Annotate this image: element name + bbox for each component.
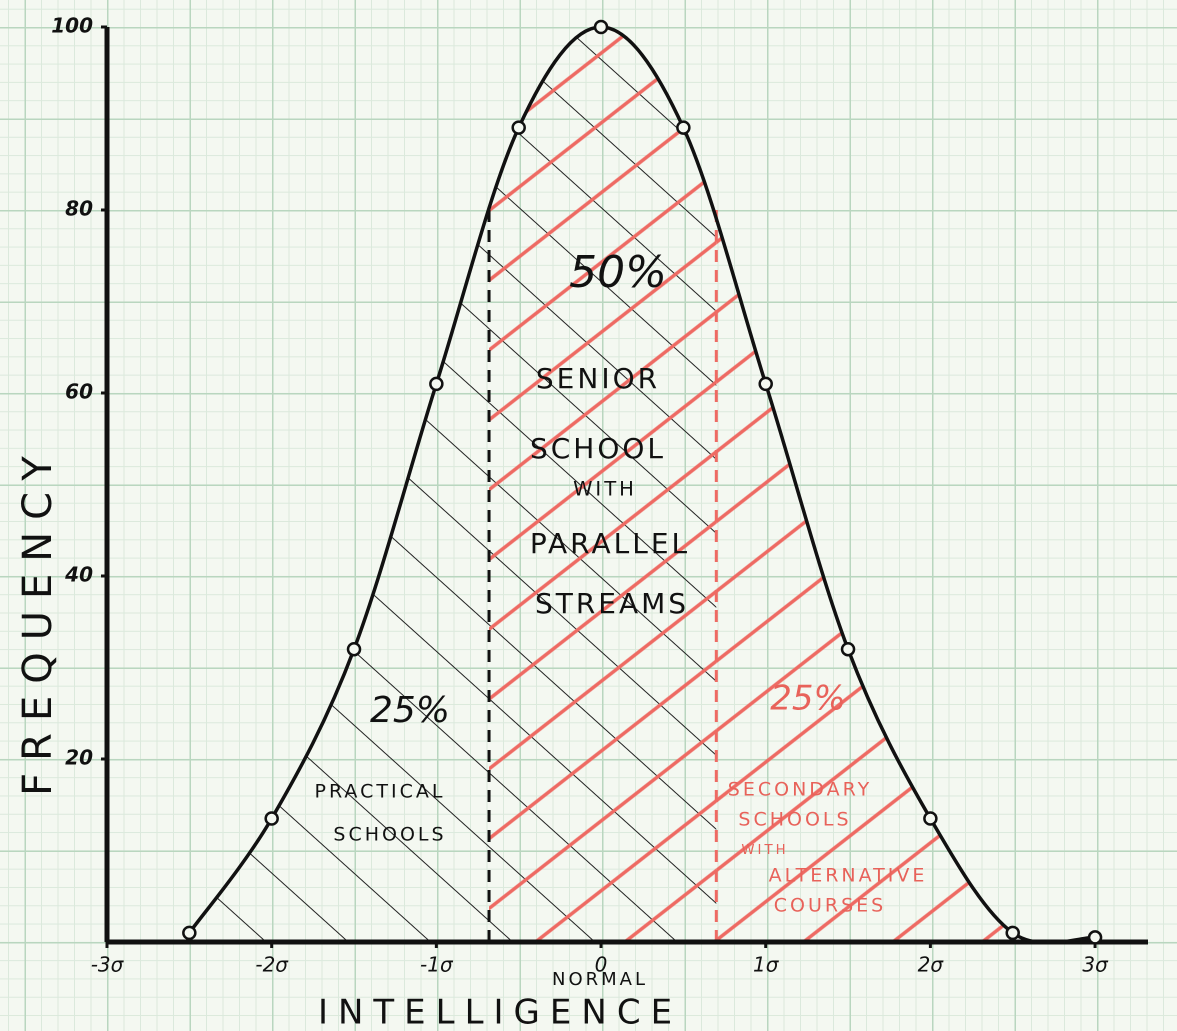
- y-tick-label: 40: [64, 563, 93, 587]
- y-tick-label: 20: [65, 746, 93, 770]
- region-label: SCHOOLS: [738, 809, 851, 831]
- x-tick-label: -1σ: [420, 953, 454, 977]
- region-label: ALTERNATIVE: [769, 865, 928, 887]
- x-tick-label: 0: [595, 953, 608, 977]
- data-point: [346, 641, 362, 657]
- data-point: [593, 19, 609, 35]
- data-point: [182, 925, 197, 941]
- region-label: WITH: [741, 843, 788, 858]
- data-point: [923, 811, 938, 826]
- region-share: 25%: [770, 679, 846, 719]
- x-tick-label: -3σ: [91, 953, 125, 977]
- data-point: [511, 120, 526, 135]
- data-point: [840, 641, 856, 657]
- region: [489, 27, 717, 942]
- region-share: 50%: [569, 247, 667, 298]
- x-tick-label: 3σ: [1082, 953, 1109, 977]
- x-tick-label: -2σ: [255, 953, 289, 977]
- y-tick-label: 100: [51, 14, 93, 38]
- data-point: [676, 120, 691, 135]
- region-label: SENIOR: [536, 362, 660, 395]
- region-label: PARALLEL: [530, 527, 690, 560]
- y-axis-label: FREQUENCY: [15, 444, 61, 796]
- region-label: PRACTICAL: [315, 781, 446, 803]
- data-point: [264, 811, 279, 826]
- data-point: [1087, 930, 1103, 945]
- region-hatch: [189, 27, 490, 942]
- region-label: WITH: [573, 478, 637, 501]
- region-hatch: [489, 27, 717, 942]
- data-point: [758, 376, 773, 392]
- y-tick-label: 60: [65, 380, 93, 404]
- region-share: 25%: [370, 690, 450, 731]
- region-label: SCHOOLS: [333, 824, 446, 846]
- x-tick-label: 1σ: [753, 953, 780, 977]
- region-label: COURSES: [774, 895, 886, 917]
- data-point: [429, 376, 444, 392]
- center-label: NORMAL: [552, 969, 648, 990]
- x-axis-label: INTELLIGENCE: [318, 993, 682, 1031]
- region-label: STREAMS: [535, 587, 689, 620]
- y-tick-label: 80: [65, 197, 93, 221]
- region: [189, 27, 490, 942]
- region-label: SCHOOL: [530, 432, 666, 465]
- x-tick-label: 2σ: [918, 953, 945, 977]
- region-label: SECONDARY: [728, 779, 872, 801]
- data-point: [1005, 925, 1020, 941]
